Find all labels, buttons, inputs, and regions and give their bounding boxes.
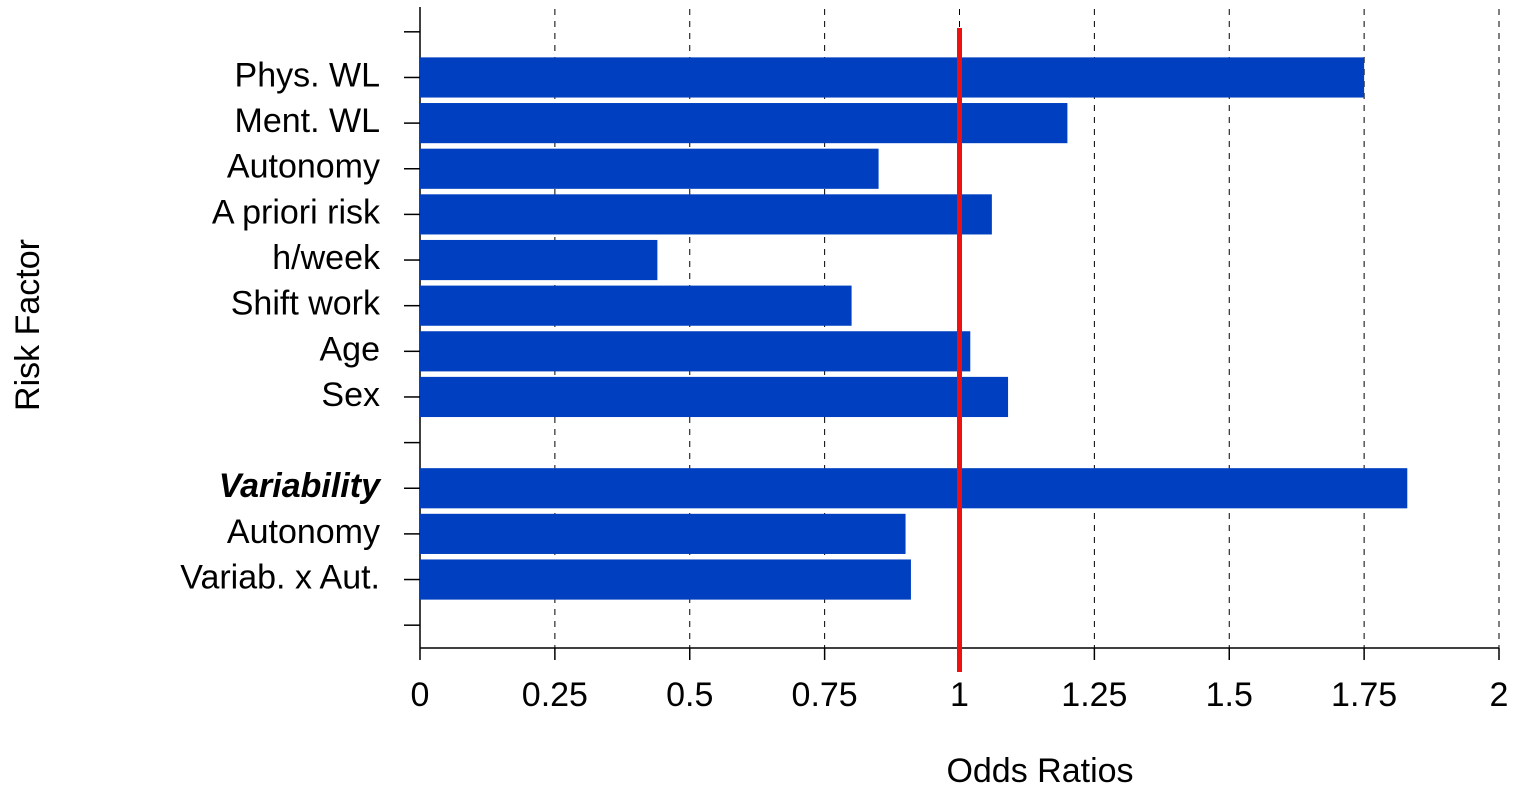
bar (420, 103, 1068, 144)
bar (420, 468, 1408, 509)
y-tick-label: A priori risk (212, 193, 381, 231)
y-tick-label: Sex (321, 376, 380, 414)
bar (420, 285, 852, 326)
y-tick-label: Ment. WL (235, 102, 380, 140)
bar (420, 559, 911, 600)
bar (420, 376, 1009, 418)
bar (420, 148, 879, 189)
bar (420, 57, 1365, 98)
bar (420, 331, 971, 372)
y-tick-label: Variability (219, 467, 382, 505)
y-tick-label: Variab. x Aut. (180, 559, 380, 597)
x-tick-label: 1.5 (1206, 676, 1253, 714)
bar (420, 239, 658, 281)
bar (420, 513, 906, 554)
y-tick-label: Autonomy (227, 148, 380, 186)
y-tick-label: Autonomy (227, 513, 380, 551)
x-tick-label: 1 (950, 676, 969, 714)
x-tick-label: 0.5 (666, 676, 713, 714)
x-axis-title: Odds Ratios (946, 752, 1133, 790)
y-tick-label: Shift work (231, 285, 381, 323)
x-tick-label: 1.75 (1331, 676, 1397, 714)
bar (420, 194, 992, 235)
y-axis-title: Risk Factor (9, 239, 47, 411)
y-tick-label: Phys. WL (235, 56, 380, 94)
x-tick-label: 0.75 (792, 676, 858, 714)
x-tick-label: 0.25 (522, 676, 588, 714)
x-tick-label: 0 (411, 676, 430, 714)
y-tick-label: Age (320, 330, 381, 368)
y-tick-label: h/week (272, 239, 381, 277)
x-tick-label: 1.25 (1061, 676, 1127, 714)
x-tick-label: 2 (1490, 676, 1509, 714)
